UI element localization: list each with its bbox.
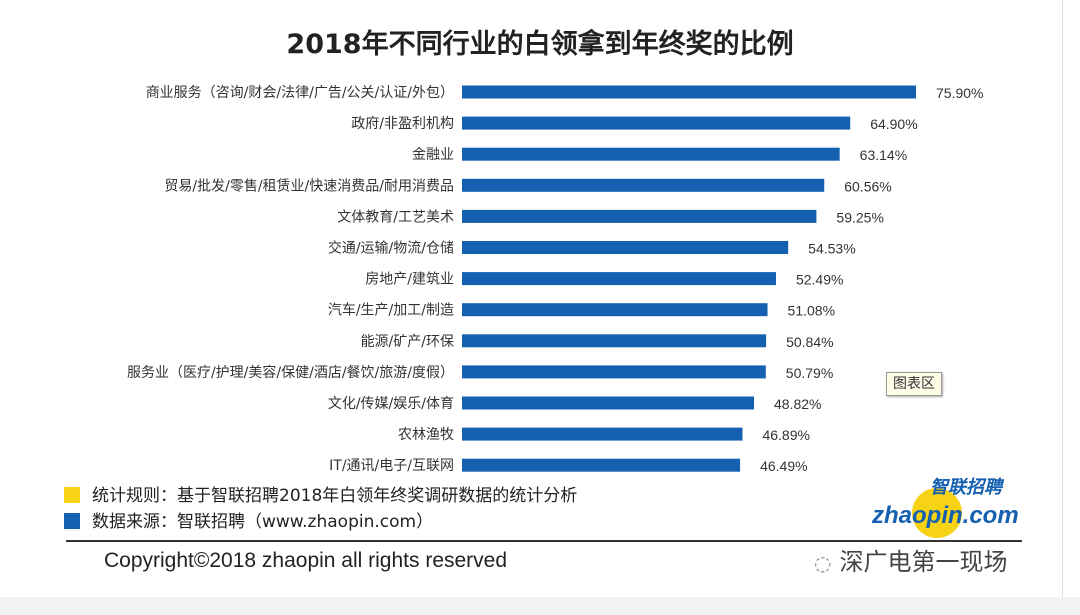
bar [462, 241, 789, 254]
category-label: IT/通讯/电子/互联网 [329, 458, 454, 474]
data-label: 64.90% [870, 116, 917, 132]
bar [462, 334, 767, 348]
category-label: 文体教育/工艺美术 [337, 209, 454, 225]
chart-frame [1062, 0, 1063, 597]
wechat-icon: ◌ [814, 551, 832, 575]
watermark: ◌ 深广电第一现场 [814, 548, 1008, 576]
category-label: 能源/矿产/环保 [361, 334, 454, 350]
divider [66, 540, 1022, 542]
logo-sun [912, 488, 962, 538]
data-label: 50.84% [786, 334, 833, 350]
category-label: 农林渔牧 [398, 427, 454, 443]
data-label: 51.08% [788, 303, 835, 319]
bar [462, 365, 766, 379]
data-label: 46.89% [762, 427, 809, 443]
category-label: 贸易/批发/零售/租赁业/快速消费品/耐用消费品 [164, 178, 454, 194]
blue-square-icon [64, 513, 80, 529]
logo-cn: 智联招聘 [930, 477, 1002, 498]
logo-en: zhaopin.com [872, 502, 1019, 529]
bar [462, 85, 916, 99]
category-label: 房地产/建筑业 [365, 272, 454, 288]
category-label: 商业服务（咨询/财会/法律/广告/公关/认证/外包） [146, 85, 454, 101]
yellow-square-icon [64, 487, 80, 503]
chart-area-tooltip: 图表区 [886, 372, 942, 396]
data-label: 54.53% [808, 241, 855, 257]
bar [462, 272, 776, 286]
category-label: 金融业 [412, 147, 454, 163]
category-label: 交通/运输/物流/仓储 [328, 240, 454, 257]
data-label: 46.49% [760, 458, 807, 474]
data-label: 52.49% [796, 272, 843, 288]
data-label: 48.82% [774, 396, 821, 412]
data-label: 75.90% [936, 85, 983, 101]
data-label: 50.79% [786, 365, 833, 381]
data-label: 59.25% [836, 209, 883, 225]
data-label: 63.14% [860, 147, 907, 163]
copyright: Copyright©2018 zhaopin all rights reserv… [104, 549, 508, 572]
bar [462, 178, 825, 192]
bar [462, 147, 840, 161]
bar [462, 209, 817, 223]
bar [462, 303, 768, 317]
legend-item-source: 数据来源：智联招聘（www.zhaopin.com） [64, 512, 433, 532]
bar [462, 396, 755, 410]
category-label: 服务业（医疗/护理/美容/保健/酒店/餐饮/旅游/度假） [127, 364, 454, 381]
chart-title: 2018年不同行业的白领拿到年终奖的比例 [286, 29, 794, 60]
bar [462, 116, 851, 130]
category-label: 文化/传媒/娱乐/体育 [328, 396, 454, 412]
bottom-bar [0, 597, 1080, 615]
zhaopin-logo: 智联招聘 zhaopin.com [860, 478, 1030, 538]
bar [462, 427, 743, 441]
category-label: 政府/非盈利机构 [351, 116, 454, 132]
category-label: 汽车/生产/加工/制造 [328, 302, 454, 319]
bar [462, 458, 741, 472]
legend-item-rule: 统计规则：基于智联招聘2018年白领年终奖调研数据的统计分析 [64, 486, 577, 506]
data-label: 60.56% [844, 178, 891, 194]
